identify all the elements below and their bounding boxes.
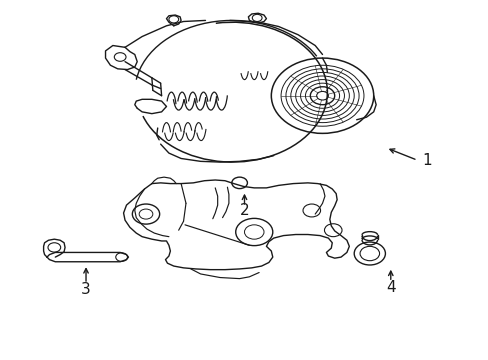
Text: 2: 2: [239, 203, 249, 218]
Text: 1: 1: [422, 153, 431, 168]
Text: 4: 4: [385, 280, 395, 295]
Text: 3: 3: [81, 282, 91, 297]
